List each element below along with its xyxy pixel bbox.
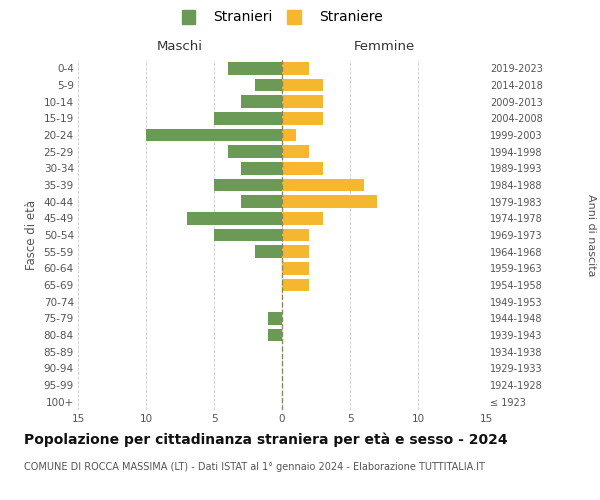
Bar: [268, 312, 282, 324]
Bar: [282, 129, 296, 141]
Text: COMUNE DI ROCCA MASSIMA (LT) - Dati ISTAT al 1° gennaio 2024 - Elaborazione TUTT: COMUNE DI ROCCA MASSIMA (LT) - Dati ISTA…: [24, 462, 485, 472]
Text: Maschi: Maschi: [157, 40, 203, 52]
Bar: [282, 79, 323, 92]
Bar: [214, 179, 282, 192]
Text: Anni di nascita: Anni di nascita: [586, 194, 596, 276]
Bar: [282, 62, 309, 74]
Text: Femmine: Femmine: [353, 40, 415, 52]
Bar: [282, 179, 364, 192]
Text: Popolazione per cittadinanza straniera per età e sesso - 2024: Popolazione per cittadinanza straniera p…: [24, 432, 508, 447]
Bar: [146, 129, 282, 141]
Bar: [282, 279, 309, 291]
Bar: [241, 196, 282, 208]
Bar: [227, 62, 282, 74]
Bar: [227, 146, 282, 158]
Bar: [282, 112, 323, 124]
Bar: [268, 329, 282, 341]
Bar: [241, 162, 282, 174]
Bar: [255, 79, 282, 92]
Bar: [214, 112, 282, 124]
Bar: [282, 96, 323, 108]
Bar: [282, 212, 323, 224]
Bar: [282, 262, 309, 274]
Bar: [187, 212, 282, 224]
Bar: [255, 246, 282, 258]
Bar: [282, 229, 309, 241]
Bar: [282, 196, 377, 208]
Bar: [241, 96, 282, 108]
Y-axis label: Fasce di età: Fasce di età: [25, 200, 38, 270]
Bar: [282, 246, 309, 258]
Legend: Stranieri, Straniere: Stranieri, Straniere: [176, 4, 388, 30]
Bar: [282, 162, 323, 174]
Bar: [282, 146, 309, 158]
Bar: [214, 229, 282, 241]
